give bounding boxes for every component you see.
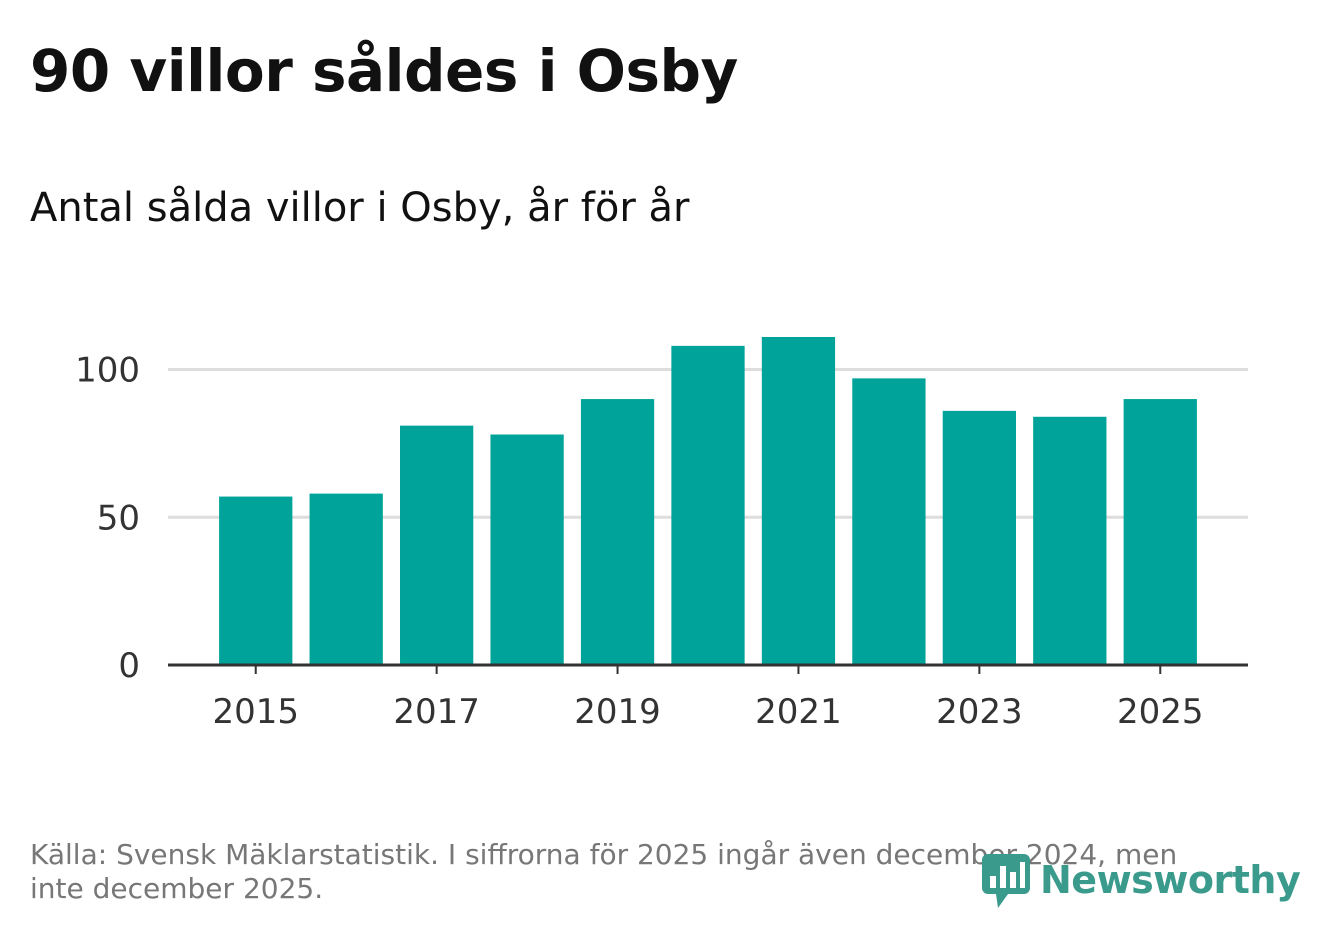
x-tick-label-2025: 2025	[1117, 692, 1204, 732]
chart-subtitle: Antal sålda villor i Osby, år för år	[30, 185, 690, 231]
bar-2023	[942, 410, 1016, 665]
bar-2020	[671, 345, 745, 665]
bar-2024	[1033, 416, 1107, 665]
y-tick-label-0: 0	[118, 646, 140, 686]
x-tick-label-2021: 2021	[755, 692, 842, 732]
bar-2016	[309, 493, 383, 665]
bar-chart: 0 50 100 2015 2017 2019 2021 2023 2025	[75, 337, 1248, 732]
x-tick-label-2023: 2023	[936, 692, 1023, 732]
bar-2019	[580, 399, 655, 665]
bar-2021	[761, 337, 836, 665]
newsworthy-logo-text: Newsworthy	[1040, 858, 1301, 902]
bar-2018	[490, 434, 564, 665]
x-tick-label-2015: 2015	[212, 692, 299, 732]
chart-title: 90 villor såldes i Osby	[30, 37, 738, 105]
y-tick-label-100: 100	[75, 351, 140, 391]
bar-2015	[219, 496, 293, 665]
bar-2022	[852, 378, 926, 665]
x-tick-label-2017: 2017	[393, 692, 480, 732]
y-tick-label-50: 50	[97, 498, 140, 538]
newsworthy-logo: Newsworthy	[980, 850, 1301, 910]
bar-2017	[400, 425, 474, 665]
bar-2025	[1123, 399, 1197, 665]
x-tick-label-2019: 2019	[574, 692, 661, 732]
newsworthy-logo-icon	[982, 854, 1030, 908]
